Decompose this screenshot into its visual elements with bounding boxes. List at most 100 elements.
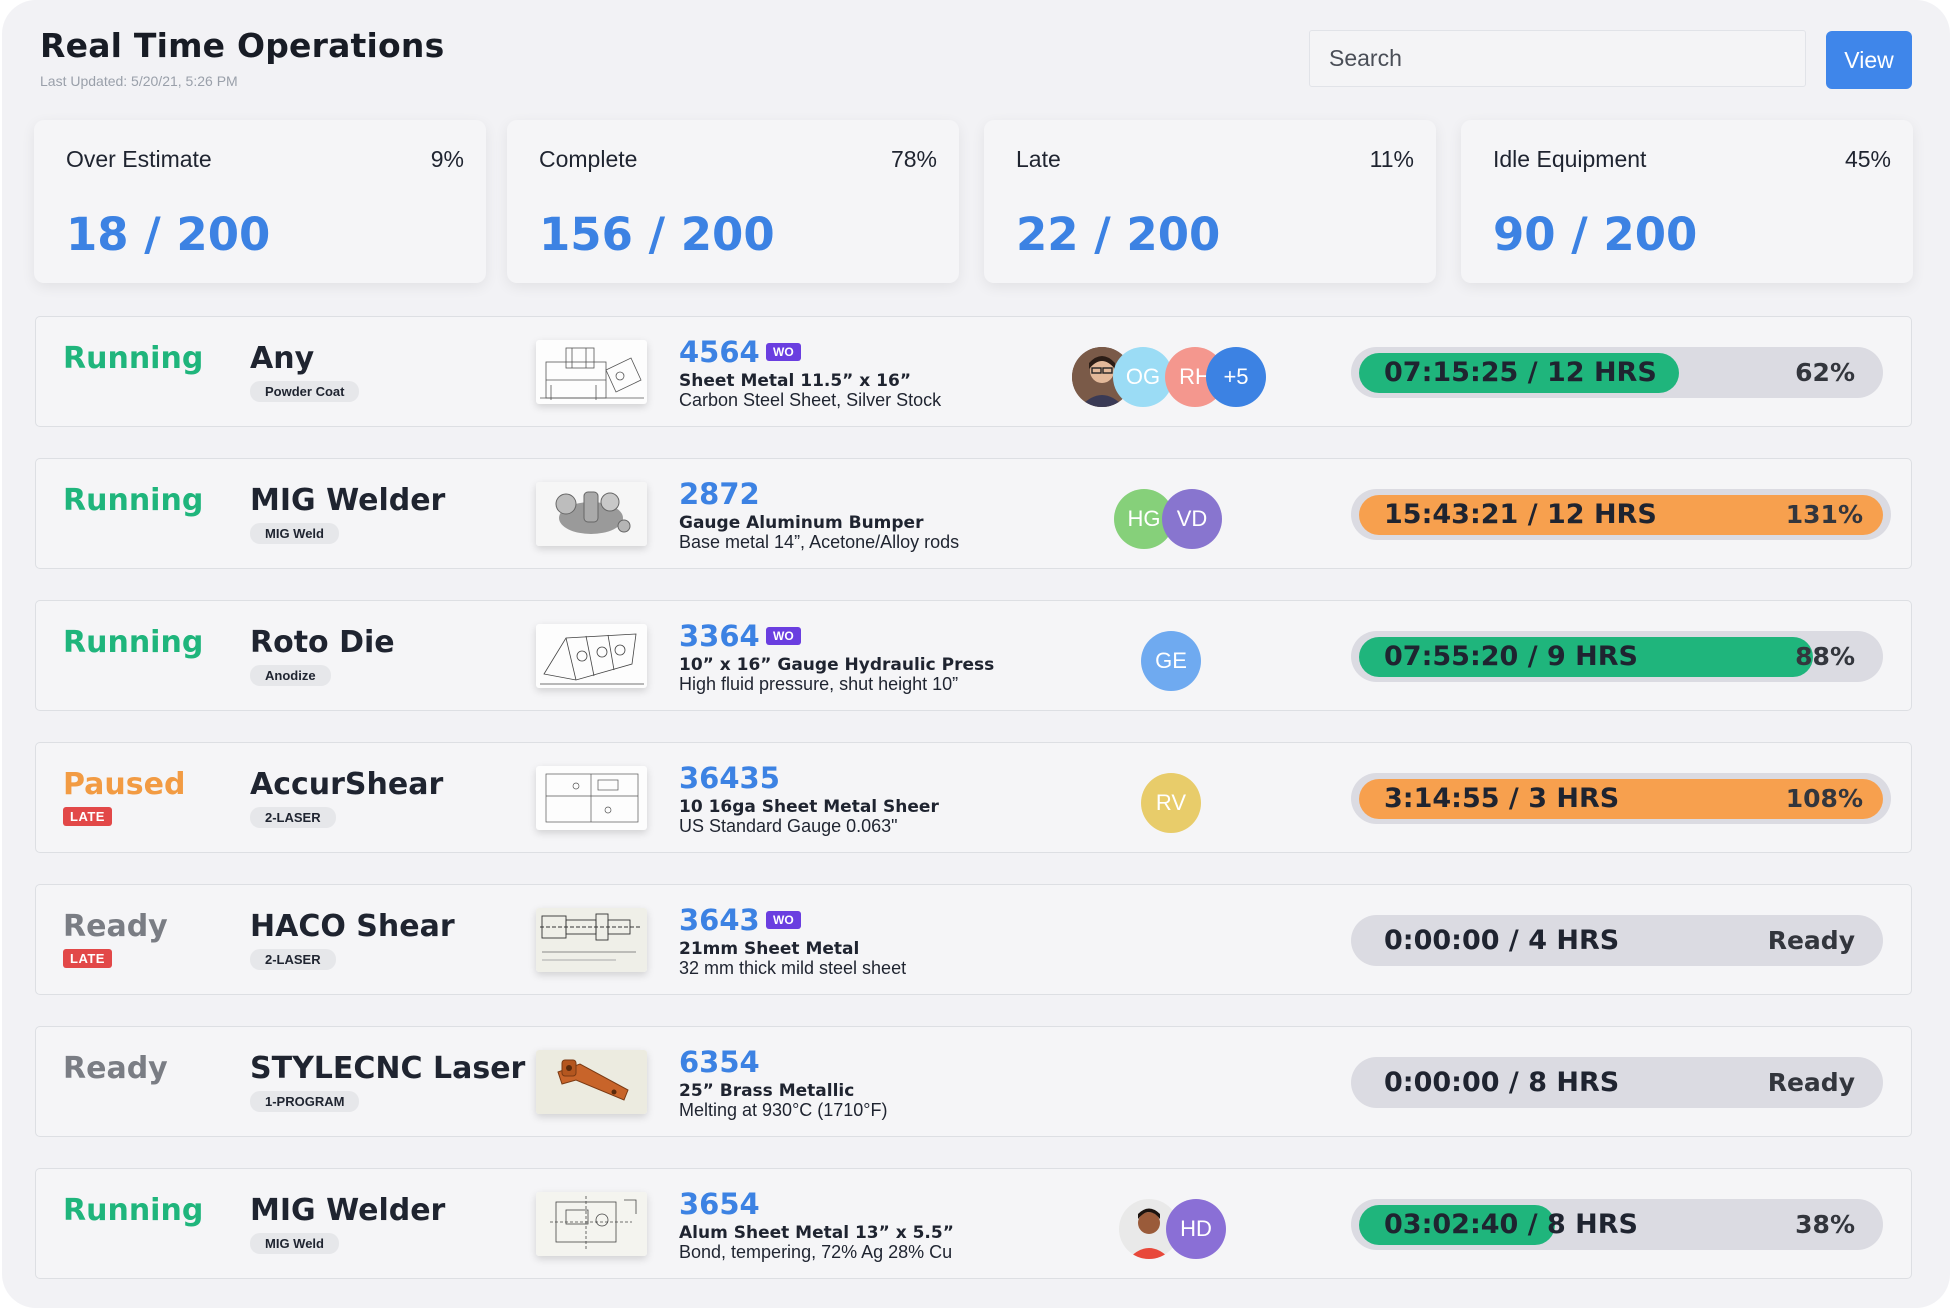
- operation-status: Running: [63, 1193, 204, 1228]
- avatar[interactable]: HD: [1166, 1199, 1226, 1259]
- progress-time: 03:02:40 / 8 HRS: [1384, 1209, 1638, 1240]
- work-order-detail: Carbon Steel Sheet, Silver Stock: [679, 390, 942, 410]
- avatar[interactable]: GE: [1141, 631, 1201, 691]
- last-updated-text: Last Updated: 5/20/21, 5:26 PM: [40, 73, 238, 89]
- operation-row[interactable]: Running MIG Welder MIG Weld 2872 Gauge A…: [35, 458, 1912, 569]
- work-order-title: 25” Brass Metallic: [679, 1081, 855, 1101]
- progress-percent: 38%: [1795, 1210, 1855, 1239]
- progress-percent: 62%: [1795, 358, 1855, 387]
- machine-name: HACO Shear: [250, 909, 455, 944]
- technical-drawing-image[interactable]: [536, 340, 647, 404]
- stat-card-idle-equipment[interactable]: Idle Equipment 45% 90 / 200: [1461, 120, 1913, 283]
- progress-fill: [1359, 637, 1814, 677]
- stat-percent: 9%: [430, 146, 464, 172]
- operation-status: Ready: [63, 1051, 168, 1086]
- work-order-badge: WO: [766, 627, 801, 645]
- progress-percent: 88%: [1795, 642, 1855, 671]
- process-tag: Powder Coat: [250, 381, 360, 402]
- work-order-detail: 32 mm thick mild steel sheet: [679, 958, 907, 978]
- progress-bar: 03:02:40 / 8 HRS 38%: [1351, 1199, 1883, 1250]
- operation-status: Paused: [63, 767, 186, 802]
- work-order-number[interactable]: 36435: [679, 761, 780, 795]
- work-order-detail: US Standard Gauge 0.063": [679, 816, 898, 836]
- progress-time: 0:00:00 / 4 HRS: [1384, 925, 1620, 956]
- stat-label: Over Estimate: [66, 146, 212, 172]
- sheet-drawing-image[interactable]: [536, 766, 647, 830]
- progress-bar: 07:15:25 / 12 HRS 62%: [1351, 347, 1883, 398]
- operation-status: Running: [63, 483, 204, 518]
- progress-status-label: Ready: [1767, 926, 1855, 955]
- progress-bar: 3:14:55 / 3 HRS 108%: [1351, 773, 1891, 824]
- process-tag: MIG Weld: [250, 1233, 339, 1254]
- press-drawing-image[interactable]: [536, 624, 647, 688]
- progress-fill: [1359, 353, 1679, 393]
- progress-status-label: Ready: [1767, 1068, 1855, 1097]
- view-button[interactable]: View: [1826, 31, 1912, 89]
- work-order-number[interactable]: 4564: [679, 335, 760, 369]
- machine-name: Roto Die: [250, 625, 395, 660]
- stat-label: Idle Equipment: [1493, 146, 1647, 172]
- brass-part-image[interactable]: [536, 1050, 647, 1114]
- page-title: Real Time Operations: [40, 26, 445, 65]
- operation-row[interactable]: Running Any Powder Coat 4564 WO Sheet Me…: [35, 316, 1912, 427]
- process-tag: MIG Weld: [250, 523, 339, 544]
- work-order-number[interactable]: 3364: [679, 619, 760, 653]
- machine-name: MIG Welder: [250, 483, 446, 518]
- process-tag: Anodize: [250, 665, 331, 686]
- engine-part-render-image[interactable]: [536, 482, 647, 546]
- work-order-title: Gauge Aluminum Bumper: [679, 513, 924, 533]
- search-input[interactable]: [1309, 30, 1806, 87]
- work-order-number[interactable]: 3643: [679, 903, 760, 937]
- machine-name: AccurShear: [250, 767, 444, 802]
- avatar[interactable]: RV: [1141, 773, 1201, 833]
- late-badge: LATE: [63, 949, 112, 968]
- work-order-title: Alum Sheet Metal 13” x 5.5”: [679, 1223, 954, 1243]
- avatar-photo[interactable]: [1119, 1199, 1179, 1259]
- machine-name: STYLECNC Laser: [250, 1051, 526, 1086]
- progress-time: 07:15:25 / 12 HRS: [1384, 357, 1657, 388]
- avatar[interactable]: OG: [1113, 347, 1173, 407]
- operation-status: Running: [63, 341, 204, 376]
- progress-percent: 131%: [1785, 500, 1863, 529]
- operation-row[interactable]: Paused LATE AccurShear 2-LASER 36435 10 …: [35, 742, 1912, 853]
- operation-row[interactable]: Ready LATE HACO Shear 2-LASER 3643 WO 21…: [35, 884, 1912, 995]
- late-badge: LATE: [63, 807, 112, 826]
- stat-card-complete[interactable]: Complete 78% 156 / 200: [507, 120, 959, 283]
- operation-row[interactable]: Ready STYLECNC Laser 1-PROGRAM 6354 25” …: [35, 1026, 1912, 1137]
- progress-time: 15:43:21 / 12 HRS: [1384, 499, 1657, 530]
- stat-percent: 78%: [890, 146, 937, 172]
- stat-label: Late: [1016, 146, 1061, 172]
- work-order-detail: Base metal 14”, Acetone/Alloy rods: [679, 532, 960, 552]
- bracket-drawing-image[interactable]: [536, 1192, 647, 1256]
- shaft-drawing-image[interactable]: [536, 908, 647, 972]
- progress-bar: 0:00:00 / 4 HRS Ready: [1351, 915, 1883, 966]
- avatar[interactable]: VD: [1162, 489, 1222, 549]
- avatar-overflow-count[interactable]: +5: [1206, 347, 1266, 407]
- stat-card-late[interactable]: Late 11% 22 / 200: [984, 120, 1436, 283]
- stat-value: 90 / 200: [1493, 208, 1698, 261]
- stat-value: 156 / 200: [539, 208, 775, 261]
- progress-fill: [1359, 779, 1883, 819]
- work-order-title: 21mm Sheet Metal: [679, 939, 860, 959]
- work-order-number[interactable]: 6354: [679, 1045, 760, 1079]
- stat-value: 18 / 200: [66, 208, 271, 261]
- progress-time: 0:00:00 / 8 HRS: [1384, 1067, 1620, 1098]
- operation-row[interactable]: Running Roto Die Anodize 3364 WO 10” x 1…: [35, 600, 1912, 711]
- progress-bar: 0:00:00 / 8 HRS Ready: [1351, 1057, 1883, 1108]
- process-tag: 1-PROGRAM: [250, 1091, 360, 1112]
- work-order-number[interactable]: 2872: [679, 477, 760, 511]
- work-order-detail: High fluid pressure, shut height 10”: [679, 674, 959, 694]
- work-order-number[interactable]: 3654: [679, 1187, 760, 1221]
- stat-label: Complete: [539, 146, 638, 172]
- progress-time: 3:14:55 / 3 HRS: [1384, 783, 1620, 814]
- work-order-title: 10 16ga Sheet Metal Sheer: [679, 797, 939, 817]
- stat-percent: 11%: [1369, 146, 1414, 172]
- stat-value: 22 / 200: [1016, 208, 1221, 261]
- machine-name: MIG Welder: [250, 1193, 446, 1228]
- work-order-badge: WO: [766, 343, 801, 361]
- work-order-detail: Bond, tempering, 72% Ag 28% Cu: [679, 1242, 953, 1262]
- stat-card-over-estimate[interactable]: Over Estimate 9% 18 / 200: [34, 120, 486, 283]
- operation-row[interactable]: Running MIG Welder MIG Weld 3654 Alum Sh…: [35, 1168, 1912, 1279]
- progress-bar: 15:43:21 / 12 HRS 131%: [1351, 489, 1891, 540]
